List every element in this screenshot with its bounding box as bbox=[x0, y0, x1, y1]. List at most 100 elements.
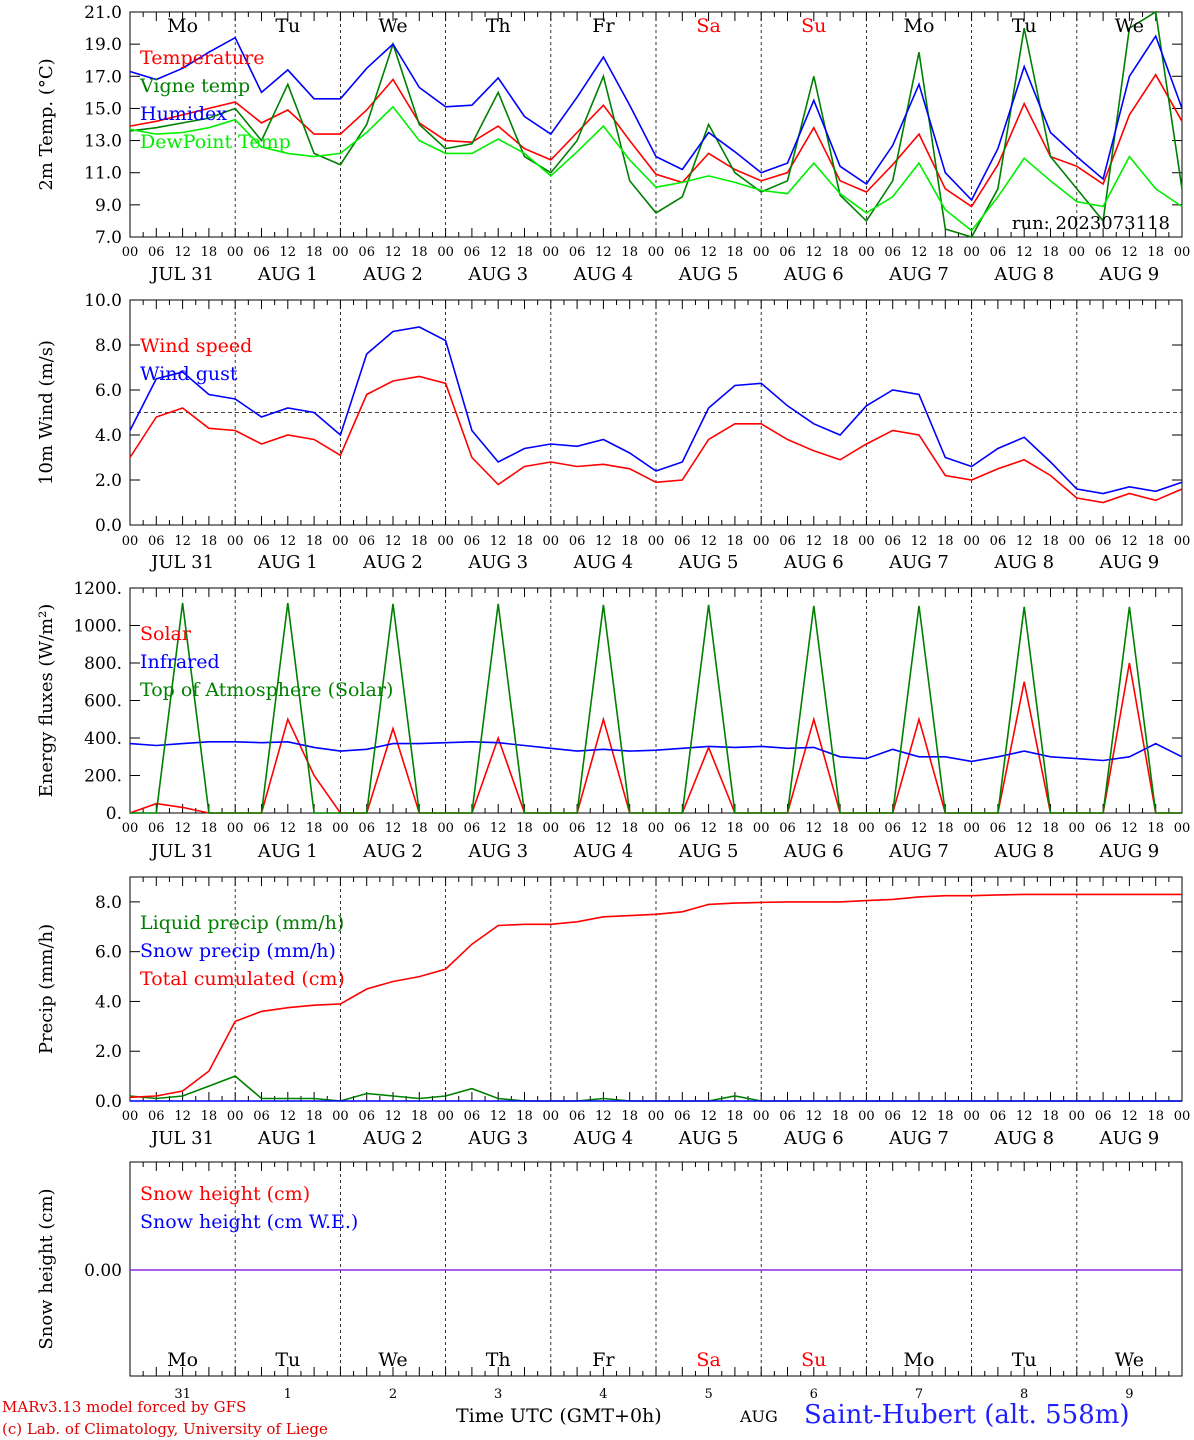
x-date-label: AUG 2 bbox=[362, 1128, 423, 1149]
x-tick-label: 00 bbox=[543, 821, 560, 836]
x-date-label: AUG 2 bbox=[362, 552, 423, 573]
x-tick-label: 06 bbox=[148, 245, 165, 260]
day-name-label: Sa bbox=[696, 1349, 720, 1371]
month-label: AUG bbox=[740, 1407, 778, 1426]
x-date-label: AUG 6 bbox=[783, 264, 844, 285]
legend-entry: Solar bbox=[140, 623, 192, 645]
x-tick-label: 12 bbox=[174, 821, 191, 836]
y-tick-label: 19.0 bbox=[84, 35, 122, 55]
x-tick-label: 12 bbox=[385, 821, 402, 836]
x-tick-label: 12 bbox=[700, 1109, 717, 1124]
x-tick-label: 18 bbox=[1147, 534, 1164, 549]
x-tick-label: 18 bbox=[1147, 1109, 1164, 1124]
x-date-label: AUG 1 bbox=[257, 841, 318, 862]
x-tick-label: 00 bbox=[227, 245, 244, 260]
y-tick-label: 10.0 bbox=[84, 291, 122, 311]
day-name-label: We bbox=[1115, 1349, 1144, 1371]
y-tick-label: 6.0 bbox=[95, 943, 122, 963]
x-date-label: AUG 9 bbox=[1099, 552, 1160, 573]
x-tick-label: 06 bbox=[148, 821, 165, 836]
x-tick-label: 18 bbox=[832, 534, 849, 549]
x-tick-label: 00 bbox=[332, 1109, 349, 1124]
x-tick-label: 18 bbox=[937, 534, 954, 549]
x-date-label: JUL 31 bbox=[149, 841, 214, 862]
y-axis-label: Energy fluxes (W/m²) bbox=[36, 604, 57, 798]
x-tick-label: 12 bbox=[385, 534, 402, 549]
x-tick-label: 18 bbox=[1147, 821, 1164, 836]
x-tick-label: 18 bbox=[201, 534, 218, 549]
day-name-label: Mo bbox=[167, 1349, 198, 1371]
x-date-label: AUG 4 bbox=[573, 264, 634, 285]
x-date-label: AUG 5 bbox=[678, 1128, 739, 1149]
x-date-label: AUG 1 bbox=[257, 1128, 318, 1149]
x-tick-label: 18 bbox=[306, 534, 323, 549]
x-tick-label: 06 bbox=[990, 821, 1007, 836]
x-tick-label: 00 bbox=[122, 245, 139, 260]
series-line bbox=[129, 326, 1183, 495]
x-tick-label: 12 bbox=[911, 245, 928, 260]
day-name-label: Su bbox=[801, 1349, 826, 1371]
series-line bbox=[129, 34, 1183, 202]
x-date-label: AUG 7 bbox=[888, 841, 949, 862]
x-tick-label: 12 bbox=[1121, 1109, 1138, 1124]
x-tick-label: 12 bbox=[1016, 245, 1033, 260]
x-tick-label: 00 bbox=[753, 245, 770, 260]
x-tick-label: 18 bbox=[727, 245, 744, 260]
x-tick-label: 00 bbox=[543, 1109, 560, 1124]
day-name-label: Sa bbox=[696, 15, 720, 37]
y-tick-label: 17.0 bbox=[84, 67, 122, 87]
day-name-label: Tu bbox=[275, 15, 300, 37]
day-name-label: Mo bbox=[904, 15, 935, 37]
x-tick-label: 06 bbox=[674, 534, 691, 549]
x-tick-label: 18 bbox=[832, 1109, 849, 1124]
legend-entry: Snow height (cm) bbox=[140, 1183, 310, 1205]
x-tick-label: 00 bbox=[332, 821, 349, 836]
x-date-label: AUG 3 bbox=[467, 841, 528, 862]
x-tick-label: 00 bbox=[963, 1109, 980, 1124]
x-date-label: AUG 5 bbox=[678, 552, 739, 573]
y-tick-label: 0. bbox=[106, 804, 122, 824]
x-tick-label: 06 bbox=[990, 245, 1007, 260]
x-date-label: AUG 6 bbox=[783, 1128, 844, 1149]
model-credit: MARv3.13 model forced by GFS bbox=[2, 1398, 247, 1416]
x-tick-label: 06 bbox=[674, 821, 691, 836]
legend-entry: Infrared bbox=[140, 651, 220, 673]
day-number-label: 4 bbox=[599, 1387, 607, 1402]
day-number-label: 1 bbox=[284, 1387, 292, 1402]
x-tick-label: 00 bbox=[437, 1109, 454, 1124]
x-date-label: AUG 1 bbox=[257, 264, 318, 285]
x-tick-label: 12 bbox=[280, 245, 297, 260]
x-tick-label: 18 bbox=[832, 245, 849, 260]
x-tick-label: 06 bbox=[779, 534, 796, 549]
x-tick-label: 12 bbox=[280, 1109, 297, 1124]
x-tick-label: 18 bbox=[201, 821, 218, 836]
x-date-label: AUG 7 bbox=[888, 1128, 949, 1149]
series-line bbox=[129, 375, 1183, 504]
x-tick-label: 06 bbox=[148, 1109, 165, 1124]
x-tick-label: 12 bbox=[1121, 821, 1138, 836]
x-tick-label: 06 bbox=[569, 245, 586, 260]
x-tick-label: 00 bbox=[122, 1109, 139, 1124]
x-tick-label: 00 bbox=[753, 821, 770, 836]
y-tick-label: 8.0 bbox=[95, 893, 122, 913]
x-tick-label: 06 bbox=[569, 1109, 586, 1124]
x-tick-label: 06 bbox=[253, 1109, 270, 1124]
x-tick-label: 12 bbox=[911, 1109, 928, 1124]
x-tick-label: 18 bbox=[411, 821, 428, 836]
x-tick-label: 12 bbox=[806, 821, 823, 836]
legend-entry: DewPoint Temp bbox=[140, 131, 291, 153]
x-date-label: AUG 7 bbox=[888, 552, 949, 573]
x-date-label: AUG 5 bbox=[678, 841, 739, 862]
day-name-label: Fr bbox=[592, 1349, 615, 1371]
x-tick-label: 00 bbox=[963, 534, 980, 549]
y-axis-label: Snow height (cm) bbox=[36, 1188, 57, 1349]
x-tick-label: 06 bbox=[884, 534, 901, 549]
x-tick-label: 18 bbox=[727, 1109, 744, 1124]
x-tick-label: 06 bbox=[569, 821, 586, 836]
plot-frame bbox=[129, 11, 1183, 238]
x-tick-label: 00 bbox=[122, 534, 139, 549]
x-tick-label: 00 bbox=[1069, 1109, 1086, 1124]
x-tick-label: 18 bbox=[1042, 821, 1059, 836]
x-tick-label: 12 bbox=[700, 245, 717, 260]
